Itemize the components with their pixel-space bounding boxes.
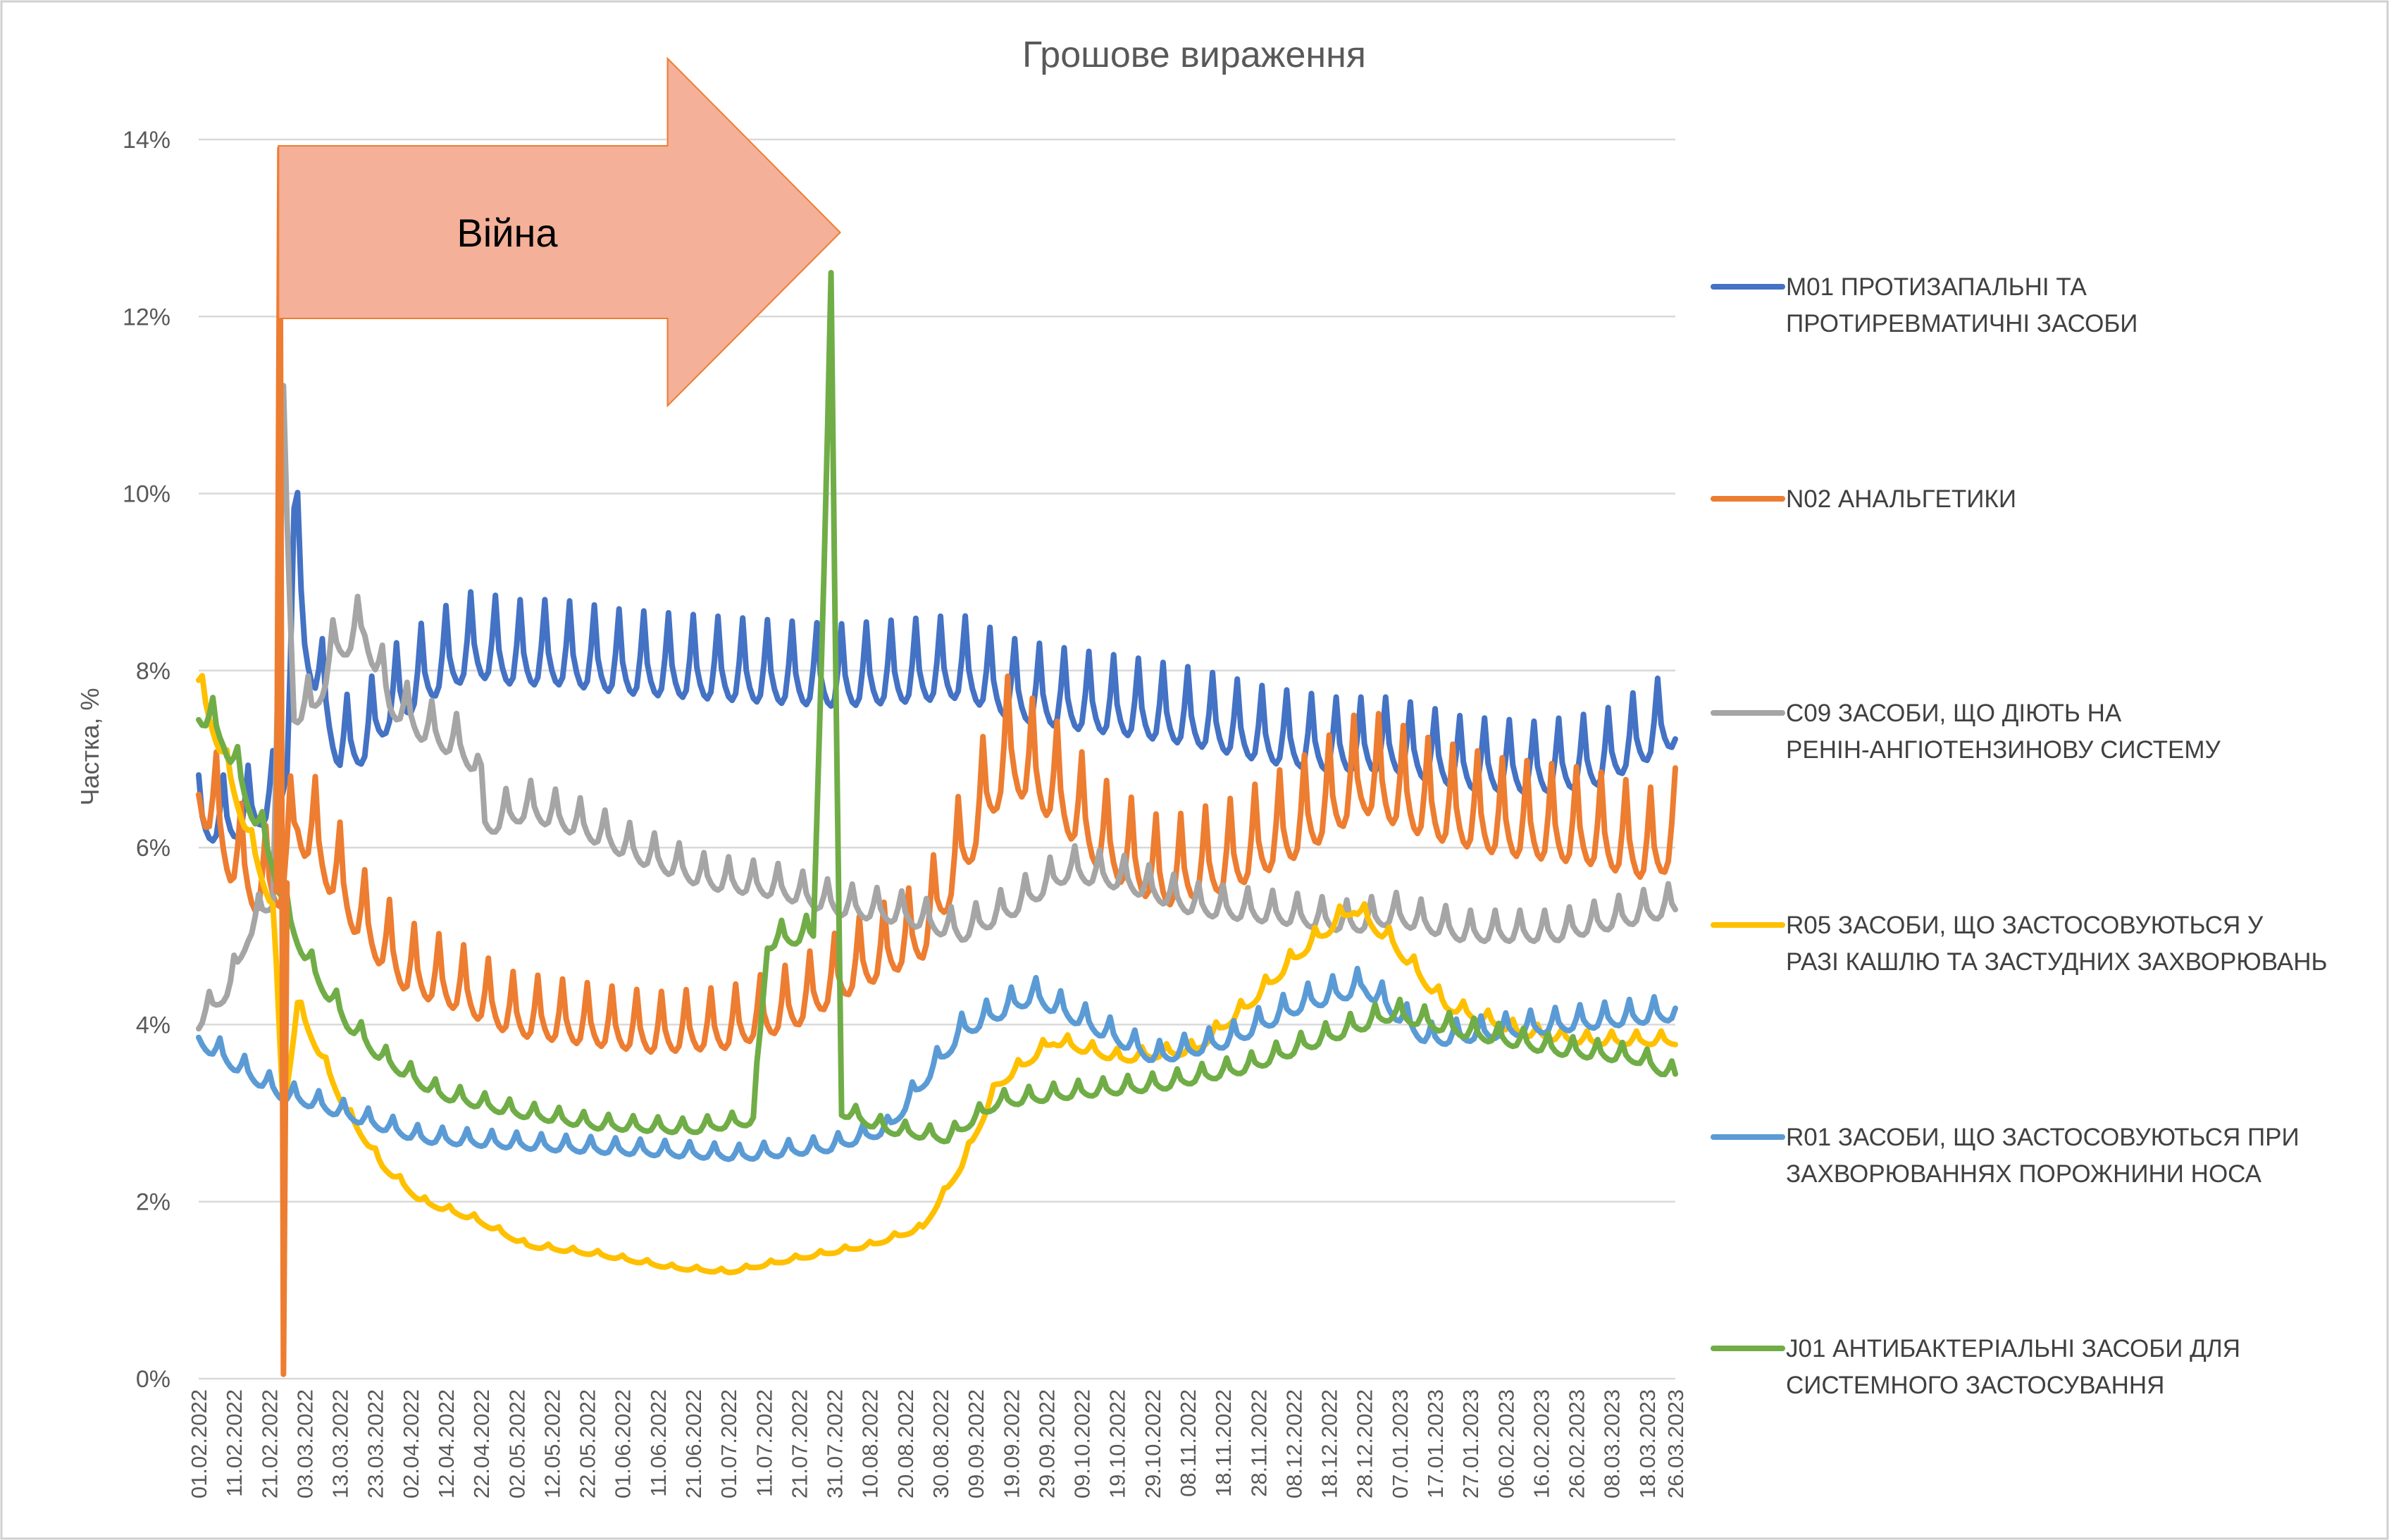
x-tick-label: 28.11.2022	[1246, 1389, 1271, 1497]
x-tick-label: 22.05.2022	[576, 1389, 600, 1498]
x-tick-label: 11.06.2022	[646, 1389, 671, 1497]
x-tick-label: 21.06.2022	[681, 1389, 706, 1498]
legend-item: M01 ПРОТИЗАПАЛЬНІ ТА ПРОТИРЕВМАТИЧНІ ЗАСО…	[1711, 273, 2137, 337]
series-layer	[196, 145, 1678, 1377]
x-tick-label: 08.03.2023	[1600, 1389, 1625, 1498]
x-tick-label: 28.12.2022	[1353, 1389, 1377, 1498]
x-tick-label: 02.05.2022	[504, 1389, 529, 1498]
x-tick-label: 02.04.2022	[399, 1389, 423, 1498]
x-tick-label: 12.04.2022	[434, 1389, 459, 1498]
y-tick-label: 12%	[123, 304, 170, 330]
chart-title: Грошове вираження	[1022, 35, 1366, 75]
x-tick-label: 12.05.2022	[540, 1389, 564, 1498]
x-tick-label: 16.02.2023	[1529, 1389, 1553, 1498]
x-tick-label: 01.02.2022	[187, 1389, 211, 1498]
x-tick-label: 01.06.2022	[611, 1389, 635, 1498]
x-tick-label: 18.11.2022	[1211, 1389, 1236, 1497]
x-tick-label: 23.03.2022	[364, 1389, 388, 1498]
legend-item: R01 ЗАСОБИ, ЩО ЗАСТОСОВУЮТЬСЯ ПРИ ЗАХВОРЮ…	[1711, 1124, 2300, 1188]
legend-label: N02 АНАЛЬГЕТИКИ	[1786, 485, 2016, 513]
y-tick-label: 6%	[136, 835, 170, 862]
legend-item: C09 ЗАСОБИ, ЩО ДІЮТЬ НА РЕНІН-АНГІОТЕНЗИН…	[1711, 700, 2221, 764]
war-annotation: Війна	[278, 56, 841, 408]
y-tick-label: 2%	[136, 1189, 170, 1216]
x-tick-label: 26.02.2023	[1565, 1389, 1589, 1498]
series-line	[196, 673, 1678, 1055]
legend-label: M01 ПРОТИЗАПАЛЬНІ ТА ПРОТИРЕВМАТИЧНІ ЗАСО…	[1786, 273, 2137, 337]
series-line	[196, 965, 1678, 1162]
x-tick-label: 03.03.2022	[292, 1389, 317, 1498]
y-tick-label: 8%	[136, 658, 170, 685]
war-arrow	[278, 56, 841, 408]
legend-label: R05 ЗАСОБИ, ЩО ЗАСТОСОВУЮТЬСЯ У РАЗІ КАШЛ…	[1786, 912, 2327, 976]
legend-item: J01 АНТИБАКТЕРІАЛЬНІ ЗАСОБИ ДЛЯ СИСТЕМНОГ…	[1711, 1335, 2240, 1399]
x-tick-label: 26.03.2023	[1663, 1389, 1688, 1498]
legend-label: J01 АНТИБАКТЕРІАЛЬНІ ЗАСОБИ ДЛЯ СИСТЕМНОГ…	[1786, 1335, 2240, 1399]
x-tick-label: 20.08.2022	[893, 1389, 918, 1498]
x-tick-label: 29.09.2022	[1034, 1389, 1059, 1498]
x-tick-label: 11.07.2022	[752, 1389, 776, 1497]
y-tick-label: 4%	[136, 1012, 170, 1038]
x-tick-label: 21.02.2022	[257, 1389, 282, 1498]
x-tick-label: 30.08.2022	[929, 1389, 953, 1498]
x-tick-label: 21.07.2022	[787, 1389, 812, 1498]
x-tick-label: 10.08.2022	[858, 1389, 883, 1498]
x-tick-label: 06.02.2023	[1494, 1389, 1518, 1498]
x-tick-label: 08.12.2022	[1282, 1389, 1306, 1498]
legend-label: C09 ЗАСОБИ, ЩО ДІЮТЬ НА РЕНІН-АНГІОТЕНЗИН…	[1786, 700, 2221, 764]
x-tick-label: 29.10.2022	[1141, 1389, 1165, 1498]
series-spike	[273, 145, 290, 1377]
x-tick-label: 19.09.2022	[999, 1389, 1024, 1498]
legend-item: R05 ЗАСОБИ, ЩО ЗАСТОСОВУЮТЬСЯ У РАЗІ КАШЛ…	[1711, 912, 2327, 976]
series-line	[196, 270, 1678, 1145]
legend-label: R01 ЗАСОБИ, ЩО ЗАСТОСОВУЮТЬСЯ ПРИ ЗАХВОРЮ…	[1786, 1124, 2300, 1188]
legend-item: N02 АНАЛЬГЕТИКИ	[1711, 485, 2016, 513]
x-tick-label: 27.01.2023	[1458, 1389, 1483, 1498]
y-tick-label: 10%	[123, 481, 170, 508]
x-tick-label: 09.09.2022	[964, 1389, 988, 1498]
x-tick-labels: 01.02.2022 11.02.2022 21.02.2022 03.03.2022…	[187, 1389, 1688, 1498]
y-axis-label: Частка, %	[75, 688, 104, 805]
x-tick-label: 22.04.2022	[469, 1389, 494, 1498]
x-tick-label: 18.12.2022	[1317, 1389, 1342, 1498]
x-tick-label: 31.07.2022	[823, 1389, 848, 1498]
y-tick-label: 0%	[136, 1366, 170, 1393]
x-tick-label: 08.11.2022	[1176, 1389, 1200, 1497]
x-tick-label: 18.03.2023	[1635, 1389, 1660, 1498]
x-tick-label: 11.02.2022	[222, 1389, 247, 1497]
series-line	[196, 383, 1678, 1032]
x-tick-label: 01.07.2022	[716, 1389, 741, 1498]
x-tick-label: 09.10.2022	[1070, 1389, 1095, 1498]
legend: M01 ПРОТИЗАПАЛЬНІ ТА ПРОТИРЕВМАТИЧНІ ЗАСО…	[1711, 273, 2327, 1399]
series-line	[196, 673, 1678, 1276]
x-tick-label: 13.03.2022	[328, 1389, 353, 1498]
war-label: Війна	[457, 211, 558, 255]
y-tick-labels: 0% 2% 4% 6% 8% 10% 12% 14%	[123, 127, 170, 1393]
y-tick-label: 14%	[123, 127, 170, 154]
x-tick-label: 07.01.2023	[1388, 1389, 1413, 1498]
x-tick-label: 19.10.2022	[1105, 1389, 1130, 1498]
x-tick-label: 17.01.2023	[1423, 1389, 1448, 1498]
